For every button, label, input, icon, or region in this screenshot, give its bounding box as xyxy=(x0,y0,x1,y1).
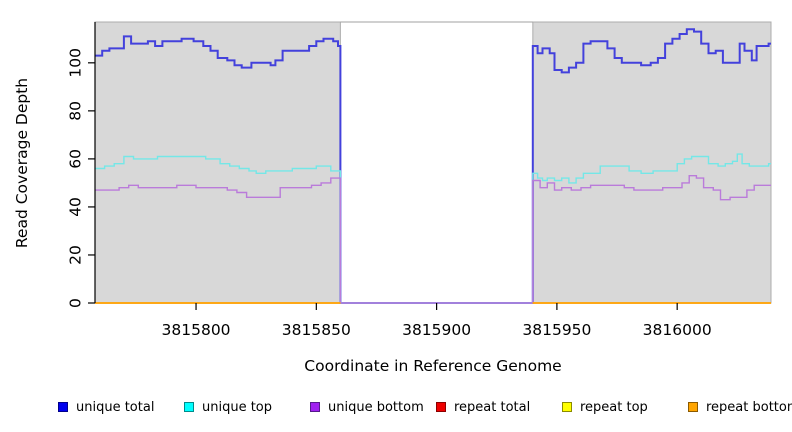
shaded-regions xyxy=(94,21,772,304)
shaded-region-covered-left xyxy=(94,21,341,304)
shaded-region-covered-right xyxy=(532,21,772,304)
x-axis-title: Coordinate in Reference Genome xyxy=(304,357,561,375)
x-tick-label: 3816000 xyxy=(643,321,712,339)
y-tick-label: 20 xyxy=(66,245,84,265)
series-unique-total-line xyxy=(95,28,771,304)
y-tick-label: 80 xyxy=(66,101,84,121)
axes xyxy=(88,22,678,310)
series-unique-bottom-line xyxy=(95,175,771,304)
y-tick-label: 40 xyxy=(66,197,84,217)
tick-labels: 0 20 40 60 80 100 3815800 3815850 3815900 3815950… xyxy=(66,48,711,339)
x-tick-label: 3815800 xyxy=(162,321,231,339)
y-tick-label: 0 xyxy=(66,298,84,308)
y-tick-label: 60 xyxy=(66,149,84,169)
x-tick-label: 3815950 xyxy=(522,321,591,339)
y-axis-title: Read Coverage Depth xyxy=(13,78,31,248)
x-tick-label: 3815900 xyxy=(402,321,471,339)
x-tick-label: 3815850 xyxy=(282,321,351,339)
series-unique-top-line xyxy=(95,153,771,304)
y-tick-label: 100 xyxy=(66,48,84,78)
series-lines xyxy=(95,28,771,304)
